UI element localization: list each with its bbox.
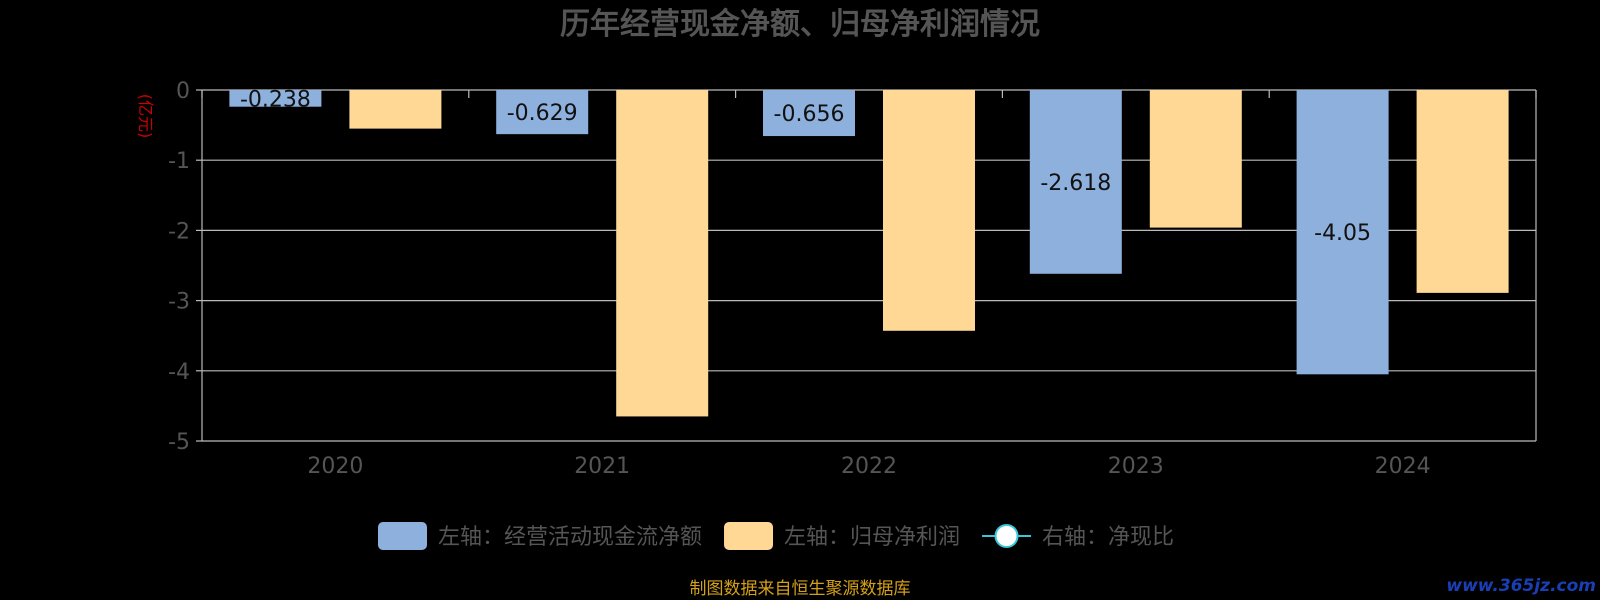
- bar: [349, 90, 442, 129]
- bar: [763, 90, 855, 137]
- bar: [1296, 90, 1389, 375]
- legend-marker: [994, 524, 1019, 548]
- watermark: www.365jz.com: [1446, 576, 1596, 596]
- bar: [496, 90, 589, 135]
- data-label: -0.238: [240, 87, 311, 112]
- bar: [1029, 90, 1122, 274]
- legend-swatch: [378, 522, 427, 550]
- y-tick-label: -4: [168, 360, 190, 385]
- legend-item[interactable]: 左轴：归母净利润: [724, 522, 960, 550]
- data-label: -4.05: [1314, 221, 1371, 246]
- legend-item[interactable]: 右轴：净现比: [982, 524, 1174, 550]
- bar: [1416, 90, 1509, 293]
- chart-title: 历年经营现金净额、归母净利润情况: [560, 7, 1040, 42]
- y-axis-unit-label: (亿元): [136, 94, 155, 139]
- legend-item[interactable]: 左轴：经营活动现金流净额: [378, 522, 702, 550]
- x-tick-label: 2020: [307, 454, 363, 479]
- legend-label: 右轴：净现比: [1042, 525, 1174, 550]
- legend-label: 左轴：归母净利润: [784, 525, 960, 550]
- y-tick-label: -2: [168, 219, 190, 244]
- data-label: -2.618: [1040, 171, 1111, 196]
- y-axis-ticks: 0 -1 -2 -3 -4 -5: [168, 79, 202, 455]
- legend-label: 左轴：经营活动现金流净额: [438, 525, 702, 550]
- y-tick-label: -5: [168, 430, 190, 455]
- bars: [229, 90, 1509, 417]
- bar: [229, 90, 322, 107]
- bar: [616, 90, 709, 417]
- x-tick-label: 2022: [841, 454, 897, 479]
- y-tick-label: -1: [168, 149, 190, 174]
- legend[interactable]: 左轴：经营活动现金流净额 左轴：归母净利润 右轴：净现比: [378, 522, 1174, 550]
- data-source-note: 制图数据来自恒生聚源数据库: [690, 579, 911, 599]
- legend-swatch: [724, 522, 774, 550]
- y-tick-label: 0: [176, 79, 190, 104]
- bar: [1149, 90, 1242, 228]
- data-label: -0.629: [507, 101, 578, 126]
- x-tick-label: 2024: [1375, 454, 1431, 479]
- data-label: -0.656: [774, 102, 845, 127]
- x-axis-ticks: 2020 2021 2022 2023 2024: [201, 90, 1537, 479]
- y-tick-label: -3: [168, 290, 190, 315]
- x-tick-label: 2023: [1108, 454, 1164, 479]
- bar: [883, 90, 975, 331]
- x-tick-label: 2021: [574, 454, 630, 479]
- data-labels: -0.238 -0.629 -0.656 -2.618 -4.05: [240, 87, 1371, 246]
